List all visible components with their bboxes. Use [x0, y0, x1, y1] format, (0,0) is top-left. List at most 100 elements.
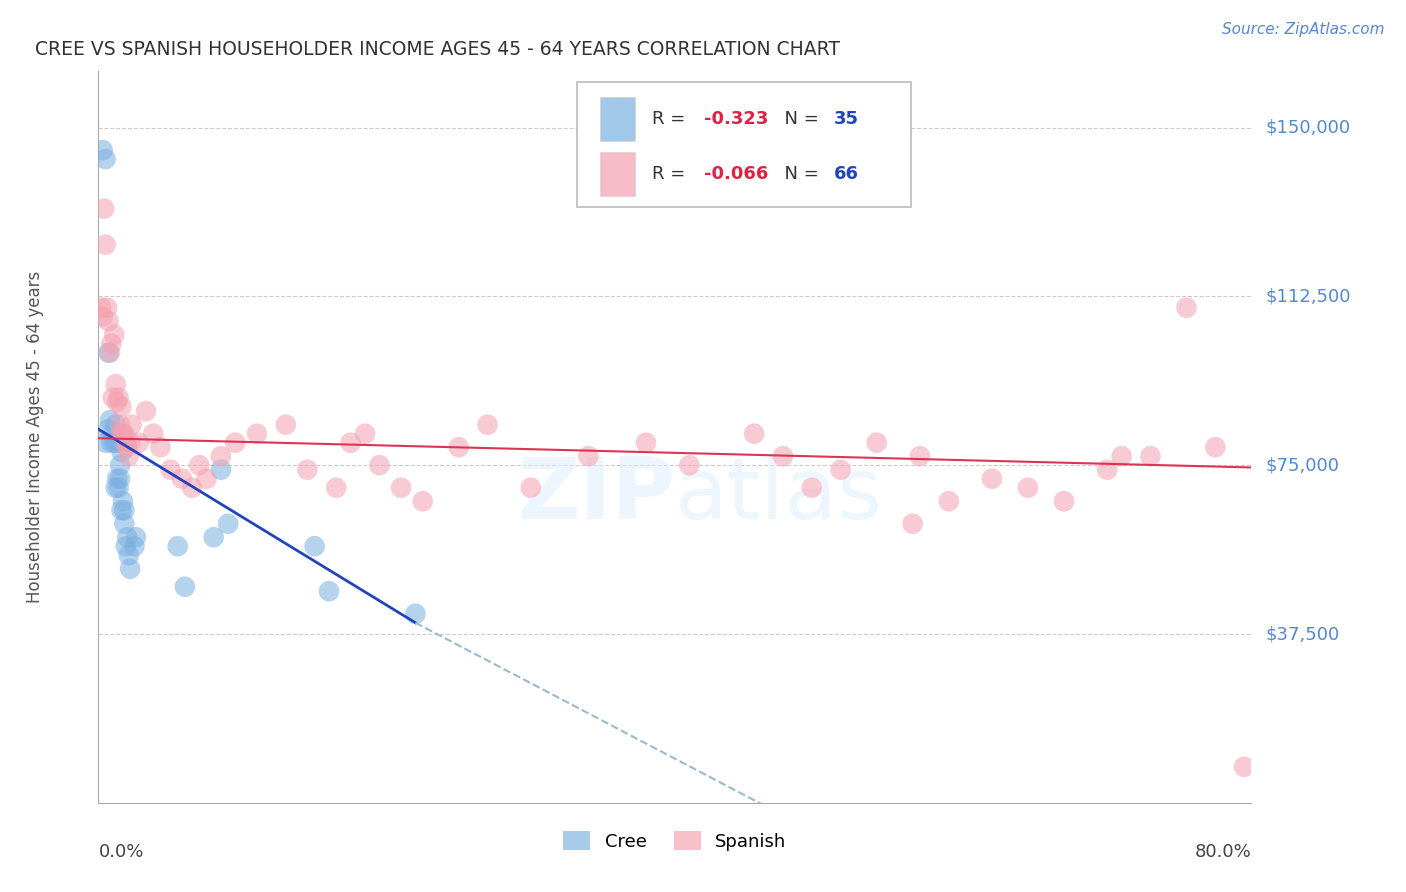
Text: N =: N =	[773, 165, 824, 183]
Point	[104, 417, 127, 432]
Point	[304, 539, 326, 553]
Point	[90, 301, 112, 315]
Point	[830, 463, 852, 477]
Point	[103, 435, 125, 450]
Text: Source: ZipAtlas.com: Source: ZipAtlas.com	[1222, 22, 1385, 37]
Point	[121, 417, 143, 432]
Text: ZIP: ZIP	[517, 454, 675, 537]
Point	[181, 481, 204, 495]
Point	[112, 426, 135, 441]
Point	[166, 539, 188, 553]
Point	[159, 463, 181, 477]
Point	[1053, 494, 1076, 508]
Text: Householder Income Ages 45 - 64 years: Householder Income Ages 45 - 64 years	[25, 271, 44, 603]
Point	[124, 539, 146, 553]
Point	[117, 530, 139, 544]
Text: -0.323: -0.323	[704, 110, 768, 128]
Point	[1017, 481, 1039, 495]
Point	[108, 472, 131, 486]
Text: -0.066: -0.066	[704, 165, 768, 183]
Point	[94, 237, 117, 252]
Point	[117, 440, 139, 454]
Point	[389, 481, 412, 495]
Point	[120, 435, 142, 450]
Point	[125, 530, 148, 544]
Point	[209, 463, 232, 477]
Point	[111, 494, 134, 508]
FancyBboxPatch shape	[600, 97, 634, 141]
Point	[128, 435, 150, 450]
Legend: Cree, Spanish: Cree, Spanish	[554, 822, 796, 860]
Point	[1233, 760, 1256, 774]
Point	[105, 435, 128, 450]
Point	[104, 377, 127, 392]
Text: $37,500: $37,500	[1265, 625, 1340, 643]
Point	[224, 435, 246, 450]
Point	[94, 152, 117, 166]
Point	[368, 458, 391, 473]
Point	[118, 449, 141, 463]
Point	[520, 481, 543, 495]
Point	[202, 530, 225, 544]
Point	[578, 449, 600, 463]
Point	[112, 503, 135, 517]
Point	[91, 310, 114, 324]
Point	[866, 435, 889, 450]
Point	[135, 404, 157, 418]
Point	[110, 444, 132, 458]
Point	[110, 426, 132, 441]
FancyBboxPatch shape	[576, 82, 911, 207]
Point	[107, 481, 129, 495]
Point	[477, 417, 499, 432]
Point	[318, 584, 340, 599]
Point	[107, 391, 129, 405]
Point	[142, 426, 165, 441]
Point	[101, 391, 124, 405]
Point	[1204, 440, 1226, 454]
Point	[800, 481, 823, 495]
Point	[447, 440, 470, 454]
Point	[149, 440, 172, 454]
Point	[1111, 449, 1133, 463]
Point	[217, 516, 239, 531]
Point	[209, 449, 232, 463]
Text: $75,000: $75,000	[1265, 456, 1340, 475]
Point	[938, 494, 960, 508]
Point	[104, 481, 127, 495]
Point	[94, 435, 117, 450]
Point	[110, 503, 132, 517]
Point	[772, 449, 794, 463]
Point	[114, 435, 136, 450]
Point	[110, 400, 132, 414]
Point	[1097, 463, 1119, 477]
Text: R =: R =	[652, 110, 690, 128]
Point	[105, 472, 128, 486]
Point	[188, 458, 211, 473]
Point	[195, 472, 218, 486]
Text: atlas: atlas	[675, 454, 883, 537]
Point	[174, 580, 197, 594]
Point	[93, 202, 115, 216]
Text: R =: R =	[652, 165, 690, 183]
FancyBboxPatch shape	[600, 152, 634, 195]
Point	[91, 143, 114, 157]
Point	[103, 327, 125, 342]
Point	[97, 422, 120, 436]
Text: $150,000: $150,000	[1265, 119, 1350, 136]
Point	[1139, 449, 1161, 463]
Point	[100, 336, 122, 351]
Point	[97, 345, 120, 359]
Point	[100, 435, 122, 450]
Point	[111, 426, 134, 441]
Point	[636, 435, 658, 450]
Point	[297, 463, 319, 477]
Text: $112,500: $112,500	[1265, 287, 1351, 305]
Point	[97, 314, 120, 328]
Text: N =: N =	[773, 110, 824, 128]
Point	[274, 417, 297, 432]
Point	[98, 345, 121, 359]
Text: 66: 66	[834, 165, 859, 183]
Point	[908, 449, 931, 463]
Point	[101, 426, 124, 441]
Point	[112, 516, 135, 531]
